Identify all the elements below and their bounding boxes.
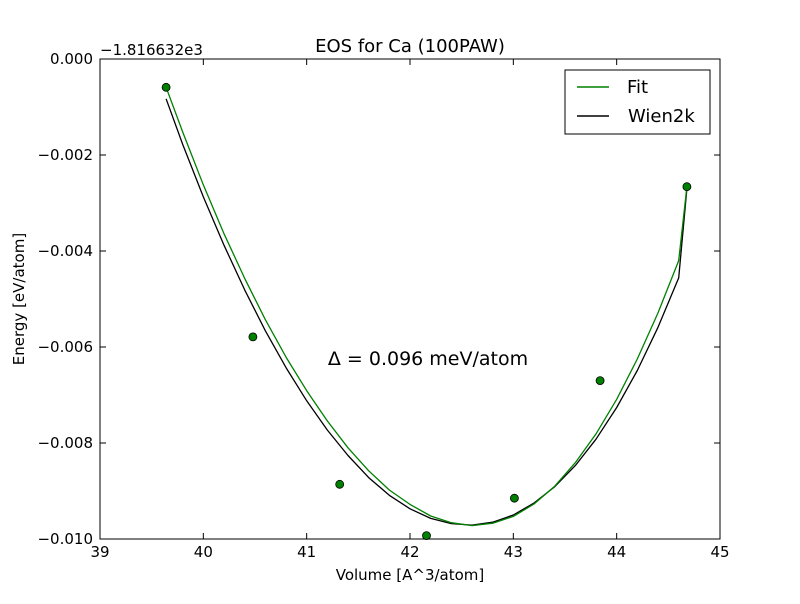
y-axis-label: Energy [eV/atom]: [10, 233, 28, 365]
data-point: [248, 332, 258, 342]
data-point: [422, 531, 431, 540]
series-layer: [161, 82, 692, 540]
y-tick-label: −0.002: [37, 146, 93, 164]
plot-frame: [99, 58, 721, 540]
data-point: [510, 493, 519, 503]
x-tick-label: 44: [607, 543, 626, 561]
data-point: [161, 82, 171, 92]
series-line-fit: [165, 87, 688, 527]
data-point: [682, 182, 692, 192]
x-tick-label: 39: [90, 543, 109, 561]
data-point: [595, 376, 605, 386]
legend: Fit Wien2k: [564, 69, 711, 135]
x-axis-label: Volume [A^3/atom]: [336, 566, 485, 584]
y-tick-label: −0.006: [37, 338, 93, 356]
y-axis-offset: −1.816632e3: [100, 41, 203, 59]
x-tick-label: 45: [710, 543, 729, 561]
y-axis-ticks: 0.000 −0.002 −0.004 −0.006 −0.008 −0.010: [37, 50, 720, 548]
x-tick-label: 43: [504, 543, 523, 561]
chart-title: EOS for Ca (100PAW): [315, 36, 505, 57]
y-tick-label: −0.008: [37, 434, 93, 452]
delta-annotation: Δ = 0.096 meV/atom: [328, 348, 528, 370]
legend-box: [564, 69, 711, 135]
x-tick-label: 41: [297, 543, 316, 561]
data-point: [335, 479, 345, 489]
x-axis-ticks: 39 40 41 42 43 44 45: [90, 59, 730, 561]
y-tick-label: 0.000: [50, 50, 93, 68]
series-line-wien2k: [165, 98, 688, 526]
legend-label-wien2k: Wien2k: [628, 106, 695, 127]
x-tick-label: 40: [194, 543, 213, 561]
y-tick-label: −0.004: [37, 242, 93, 260]
y-tick-label: −0.010: [37, 530, 93, 548]
x-tick-label: 42: [400, 543, 419, 561]
legend-label-fit: Fit: [627, 77, 648, 98]
